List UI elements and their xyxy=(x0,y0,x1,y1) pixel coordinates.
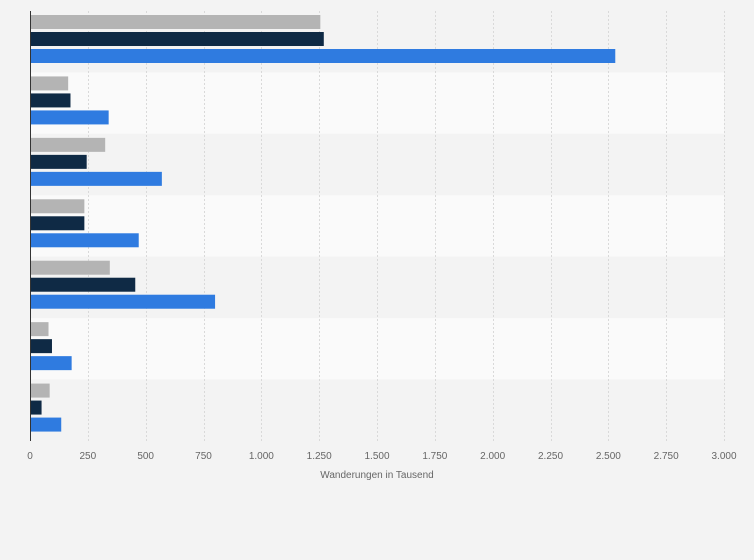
bar xyxy=(30,154,87,169)
bar xyxy=(30,356,72,371)
x-tick-label: 2.750 xyxy=(654,451,679,462)
x-tick-label: 250 xyxy=(79,451,96,462)
bar xyxy=(30,199,85,214)
x-tick-label: 1.500 xyxy=(364,451,389,462)
bar xyxy=(30,339,52,354)
x-tick-labels: 0 250 500 750 1.000 1.250 1.500 1.750 2.000 2.250… xyxy=(27,451,737,462)
bar xyxy=(30,260,110,275)
bar xyxy=(30,15,321,29)
bar xyxy=(30,93,71,108)
bar xyxy=(30,137,106,152)
bar xyxy=(30,171,162,186)
bar xyxy=(30,216,85,231)
category-band xyxy=(30,195,724,257)
bar xyxy=(30,32,324,46)
bar xyxy=(30,322,49,337)
bar xyxy=(30,76,69,91)
x-tick-label: 3.000 xyxy=(711,451,736,462)
x-tick-label: 750 xyxy=(195,451,212,462)
x-tick-label: 2.000 xyxy=(480,451,505,462)
x-tick-label: 1.250 xyxy=(307,451,332,462)
bar xyxy=(30,110,109,125)
bar xyxy=(30,294,216,309)
bar xyxy=(30,49,616,63)
bar xyxy=(30,277,136,292)
category-band xyxy=(30,379,724,441)
x-tick-label: 500 xyxy=(137,451,154,462)
x-tick-label: 2.250 xyxy=(538,451,563,462)
x-tick-label: 2.500 xyxy=(596,451,621,462)
bars xyxy=(30,15,616,432)
x-tick-label: 1.000 xyxy=(249,451,274,462)
x-tick-label: 1.750 xyxy=(422,451,447,462)
bar xyxy=(30,400,42,415)
x-axis-title: Wanderungen in Tausend xyxy=(320,470,433,481)
x-tick-label: 0 xyxy=(27,451,33,462)
bar xyxy=(30,233,139,248)
bar xyxy=(30,383,50,398)
bar xyxy=(30,417,62,432)
